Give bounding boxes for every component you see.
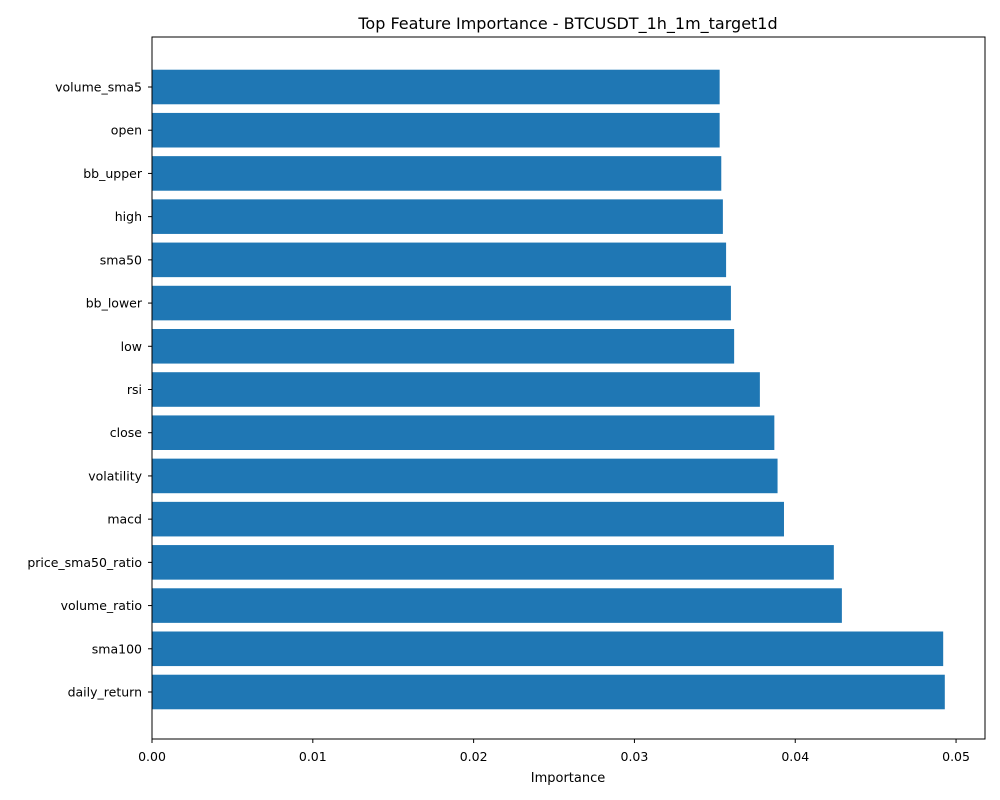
x-tick-label: 0.00 bbox=[138, 749, 166, 764]
bar-bb-lower bbox=[152, 285, 731, 321]
x-tick-label: 0.04 bbox=[781, 749, 809, 764]
bar-daily-return bbox=[152, 674, 945, 710]
y-axis-ticks: daily_return sma100 volume_ratio price_sma5… bbox=[27, 80, 152, 700]
bar-close bbox=[152, 415, 775, 450]
chart-title: Top Feature Importance - BTCUSDT_1h_1m_t… bbox=[357, 14, 777, 34]
x-tick-label: 0.05 bbox=[942, 749, 970, 764]
y-tick-label-volatility: volatility bbox=[88, 468, 142, 483]
y-tick-label-macd: macd bbox=[107, 512, 142, 527]
y-tick-label-volume-ratio: volume_ratio bbox=[61, 598, 142, 613]
plot-area-frame bbox=[151, 36, 986, 740]
y-tick-label-volume-sma5: volume_sma5 bbox=[55, 80, 142, 95]
bar-rsi bbox=[152, 372, 760, 407]
x-tick-label: 0.02 bbox=[460, 749, 488, 764]
y-tick-label-high: high bbox=[115, 209, 142, 224]
bar-sma50 bbox=[152, 242, 727, 278]
bars-group bbox=[152, 69, 945, 710]
y-tick-label-low: low bbox=[121, 339, 142, 354]
y-tick-label-price-sma50-ratio: price_sma50_ratio bbox=[27, 555, 142, 570]
y-tick-label-bb-upper: bb_upper bbox=[83, 166, 143, 181]
x-tick-label: 0.03 bbox=[621, 749, 649, 764]
bar-low bbox=[152, 329, 735, 364]
bar-volume-ratio bbox=[152, 588, 842, 623]
y-tick-label-open: open bbox=[111, 123, 142, 138]
y-tick-label-sma50: sma50 bbox=[100, 252, 142, 267]
y-tick-label-close: close bbox=[110, 425, 143, 440]
bar-bb-upper bbox=[152, 156, 722, 191]
bar-volatility bbox=[152, 458, 778, 494]
bar-volume-sma5 bbox=[152, 69, 720, 105]
y-tick-label-sma100: sma100 bbox=[92, 641, 142, 656]
bar-high bbox=[152, 199, 723, 234]
bar-open bbox=[152, 112, 720, 148]
bar-macd bbox=[152, 501, 784, 537]
y-tick-label-daily-return: daily_return bbox=[68, 685, 142, 700]
y-tick-label-rsi: rsi bbox=[127, 382, 142, 397]
x-tick-label: 0.01 bbox=[299, 749, 327, 764]
y-tick-label-bb-lower: bb_lower bbox=[86, 296, 143, 311]
x-axis-ticks: 0.00 0.01 0.02 0.03 0.04 0.05 bbox=[138, 739, 970, 764]
bar-sma100 bbox=[152, 631, 944, 667]
x-axis-label: Importance bbox=[531, 771, 606, 786]
bar-price-sma50-ratio bbox=[152, 545, 834, 580]
